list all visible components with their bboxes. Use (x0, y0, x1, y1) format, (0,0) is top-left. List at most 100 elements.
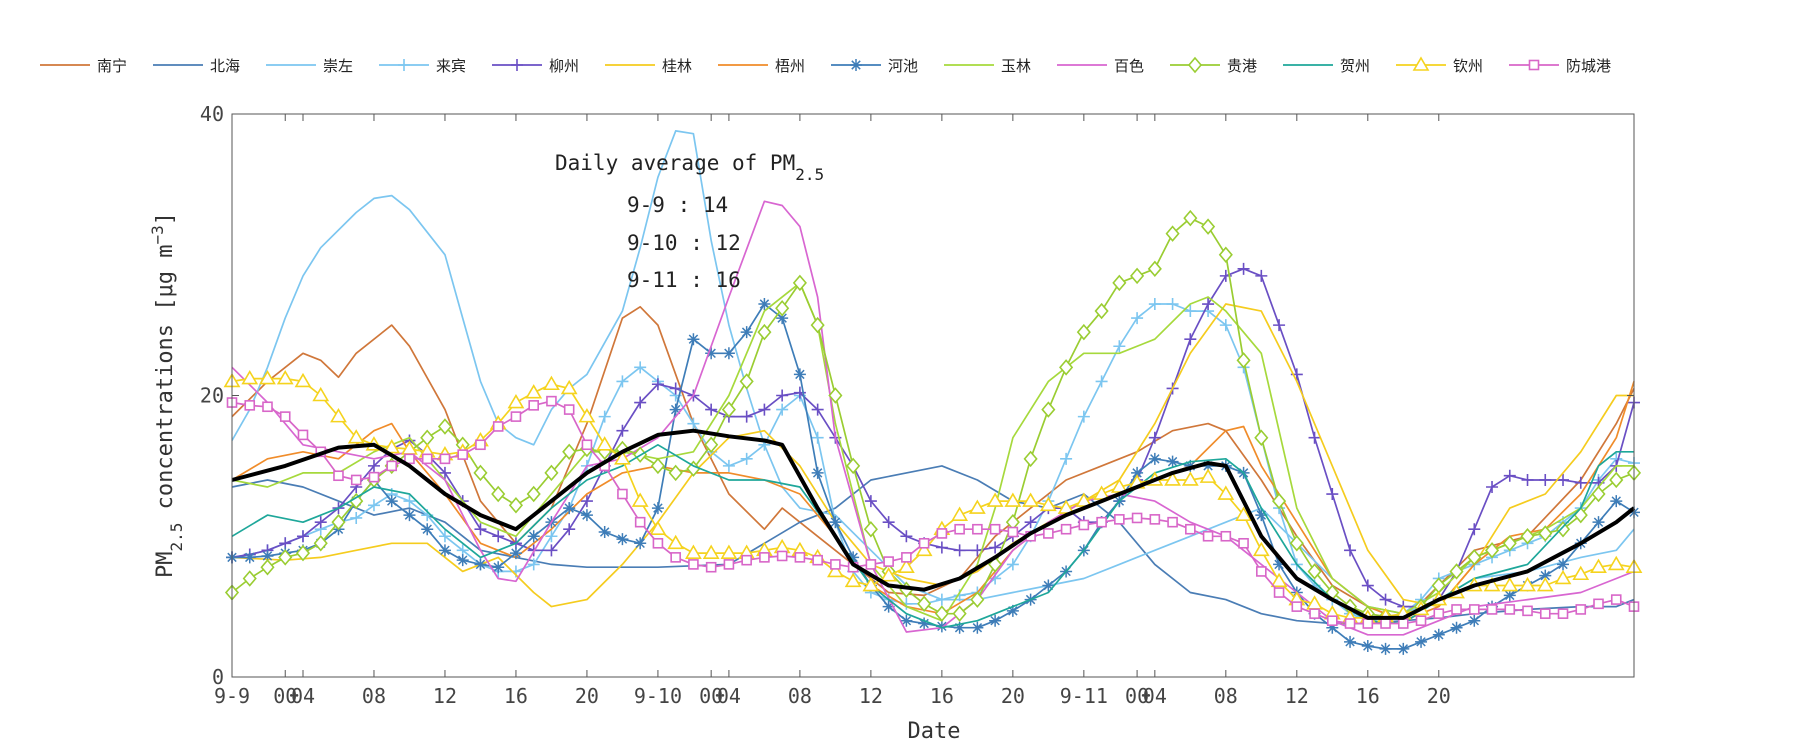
legend-item: 防城港 (1509, 57, 1611, 75)
data-point (702, 544, 720, 559)
data-point (1520, 528, 1535, 545)
data-point (862, 576, 880, 592)
y-tick-label: 20 (200, 384, 224, 408)
data-point (1181, 471, 1199, 486)
x-tick-label: 12 (433, 684, 457, 708)
data-point (1522, 605, 1533, 617)
legend-label: 北海 (210, 57, 240, 75)
data-point (508, 497, 524, 514)
data-point (1218, 246, 1233, 263)
data-point (333, 470, 344, 482)
series-line-8 (231, 282, 1634, 622)
data-point (544, 464, 559, 482)
data-point (526, 485, 541, 503)
data-point (350, 511, 363, 524)
data-point (793, 368, 806, 381)
legend-label: 桂林 (662, 57, 692, 75)
data-point (846, 457, 861, 475)
data-point (438, 466, 451, 479)
data-point (278, 549, 293, 566)
data-point (616, 375, 629, 388)
data-point (776, 389, 789, 402)
data-point (294, 372, 312, 388)
data-point (757, 323, 772, 341)
data-point (1575, 604, 1587, 615)
x-tick-label: 12 (859, 684, 883, 708)
data-point (686, 460, 701, 477)
data-point (1308, 431, 1321, 444)
legend-item: 玉林 (944, 57, 1031, 75)
data-point (1344, 635, 1357, 648)
x-tick-label: 9-10 (634, 684, 682, 708)
data-point (1504, 604, 1516, 615)
data-point (1554, 569, 1572, 585)
legend-item: 北海 (153, 57, 240, 75)
legend-marker (511, 59, 523, 71)
data-point (1484, 542, 1500, 559)
legend-label: 百色 (1114, 57, 1144, 75)
data-point (1468, 604, 1480, 615)
data-point (1131, 312, 1144, 325)
data-point (1004, 492, 1022, 507)
data-point (704, 436, 719, 453)
data-point (759, 552, 770, 563)
data-point (740, 410, 753, 423)
data-point (1024, 516, 1037, 529)
data-point (1309, 608, 1320, 619)
legend-item: 柳州 (492, 57, 579, 75)
x-tick-label: 08 (362, 684, 386, 708)
x-axis-title: Date (908, 719, 961, 744)
data-point (260, 558, 275, 576)
data-point (631, 492, 649, 507)
x-tick-label: 04 (717, 684, 741, 708)
data-point (546, 395, 557, 407)
data-point (1094, 302, 1109, 320)
data-point (562, 443, 577, 461)
data-point (1148, 298, 1161, 311)
annotation-line-2: 9-10 : 12 (627, 231, 741, 255)
data-point (900, 614, 913, 627)
series-11 (231, 443, 1634, 629)
data-point (634, 396, 647, 409)
data-point (900, 530, 913, 543)
data-point (439, 453, 451, 465)
data-point (1415, 615, 1427, 627)
legend-item: 桂林 (605, 57, 692, 75)
y-tick-label: 0 (212, 665, 224, 689)
legend-label: 崇左 (323, 57, 353, 75)
data-point (794, 552, 806, 563)
data-point (634, 361, 647, 374)
legend-marker (1187, 56, 1203, 74)
y-tick-label: 40 (200, 102, 224, 126)
data-point (262, 401, 273, 413)
data-point (242, 570, 257, 587)
data-point (349, 492, 364, 510)
data-point (1610, 495, 1623, 508)
data-point (720, 544, 738, 559)
data-point (989, 614, 1002, 627)
data-point (492, 421, 504, 432)
data-point (545, 544, 558, 557)
data-point (1468, 523, 1481, 536)
data-point (421, 523, 434, 536)
data-point (986, 492, 1004, 507)
legend-item: 河池 (831, 57, 918, 75)
data-point (581, 439, 593, 451)
series-line-11 (231, 443, 1634, 629)
data-point (403, 495, 416, 508)
y-axis-title-end: ] (153, 212, 178, 225)
data-point (492, 561, 505, 574)
data-point (722, 459, 735, 472)
data-point (1291, 601, 1303, 612)
legend-marker (850, 59, 862, 71)
data-point (882, 600, 895, 613)
data-point (367, 499, 380, 512)
data-point (776, 312, 789, 325)
data-point (1252, 541, 1270, 557)
data-point (1344, 618, 1356, 629)
data-point (1609, 471, 1624, 489)
data-point (297, 429, 309, 441)
data-point (1361, 579, 1374, 592)
data-point (669, 403, 682, 416)
